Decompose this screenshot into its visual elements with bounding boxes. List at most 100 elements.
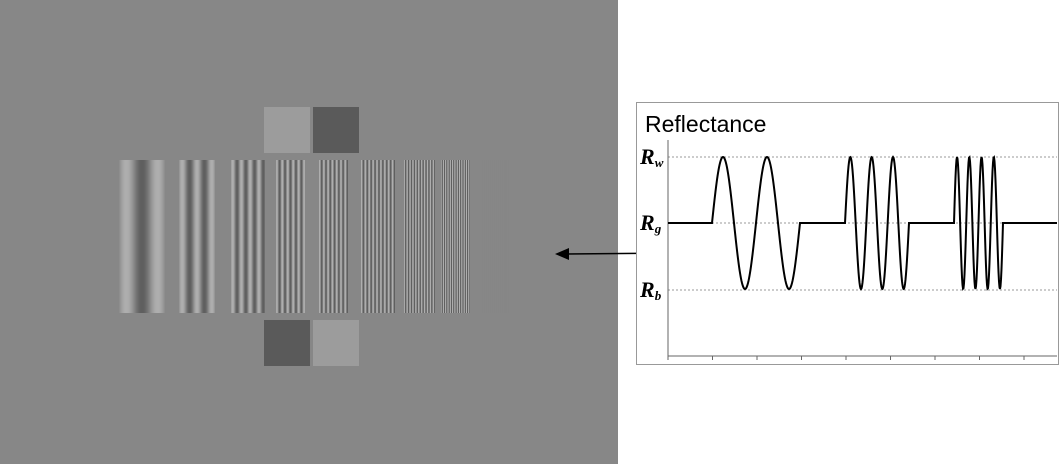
stripe (202, 160, 203, 313)
stripe (411, 160, 412, 313)
stripe (194, 160, 195, 313)
stripe (365, 160, 366, 313)
stripe (468, 160, 469, 313)
stripe (465, 160, 466, 313)
stripe (392, 160, 393, 313)
stripe (263, 160, 264, 313)
stripe (280, 160, 281, 313)
stripe (195, 160, 196, 313)
stripe (433, 160, 434, 313)
stripe (461, 160, 462, 313)
stripe (340, 160, 341, 313)
stripe (242, 160, 243, 313)
level-symbol: R (639, 144, 655, 169)
stripe (230, 160, 231, 313)
stripe (422, 160, 423, 313)
stripe (504, 160, 505, 313)
stripe (162, 160, 163, 313)
stripe (183, 160, 184, 313)
stripe (431, 160, 432, 313)
stripe (339, 160, 340, 313)
stripe (330, 160, 331, 313)
stripe (256, 160, 257, 313)
stripe (443, 160, 444, 313)
stripe (240, 160, 241, 313)
stripe (231, 160, 232, 313)
stripe (326, 160, 327, 313)
stripe (445, 160, 446, 313)
stripe (196, 160, 197, 313)
stripe (409, 160, 410, 313)
stripe (410, 160, 411, 313)
stripe (386, 160, 387, 313)
stripe (481, 160, 482, 313)
stripe (275, 160, 276, 313)
stripe (130, 160, 131, 313)
stripe (480, 160, 481, 313)
stripe (487, 160, 488, 313)
stripe (417, 160, 418, 313)
stripe (198, 160, 199, 313)
stripe (159, 160, 160, 313)
stripe (144, 160, 145, 313)
level-symbol: R (639, 277, 655, 302)
stripe (186, 160, 187, 313)
stripe (492, 160, 493, 313)
stripe (213, 160, 214, 313)
stripe (258, 160, 259, 313)
stripe (394, 160, 395, 313)
stripe (503, 160, 504, 313)
test-chart-image (0, 0, 618, 464)
stripe (489, 160, 490, 313)
stripe (119, 160, 120, 313)
stripe (416, 160, 417, 313)
stripe (295, 160, 296, 313)
stripe (372, 160, 373, 313)
stripe (134, 160, 135, 313)
stripe (179, 160, 180, 313)
stripe (509, 160, 510, 313)
stripe (505, 160, 506, 313)
stripe (328, 160, 329, 313)
stripe (208, 160, 209, 313)
stripe (341, 160, 342, 313)
stripe (182, 160, 183, 313)
stripe (329, 160, 330, 313)
stripe (434, 160, 435, 313)
stripe (382, 160, 383, 313)
stripe (502, 160, 503, 313)
stripe (493, 160, 494, 313)
stripe (440, 160, 441, 313)
stripe (155, 160, 156, 313)
stripe (261, 160, 262, 313)
stripe (488, 160, 489, 313)
stripe (364, 160, 365, 313)
stripe (185, 160, 186, 313)
stripe (337, 160, 338, 313)
stripe (281, 160, 282, 313)
stripe (118, 160, 119, 313)
stripe (413, 160, 414, 313)
stripe (189, 160, 190, 313)
stripe (467, 160, 468, 313)
stripe (158, 160, 159, 313)
stripe (368, 160, 369, 313)
stripe (211, 160, 212, 313)
stripe (209, 160, 210, 313)
figure: Reflectance RwRgRb (0, 0, 1059, 464)
stripe (180, 160, 181, 313)
stripe (482, 160, 483, 313)
stripe (147, 160, 148, 313)
stripe (418, 160, 419, 313)
stripe (187, 160, 188, 313)
stripe (342, 160, 343, 313)
stripe (136, 160, 137, 313)
stripe (405, 160, 406, 313)
stripe (276, 160, 277, 313)
stripe (336, 160, 337, 313)
stripe (214, 160, 215, 313)
stripe (163, 160, 164, 313)
stripe (154, 160, 155, 313)
reflectance-panel (637, 103, 1059, 365)
stripe (282, 160, 283, 313)
